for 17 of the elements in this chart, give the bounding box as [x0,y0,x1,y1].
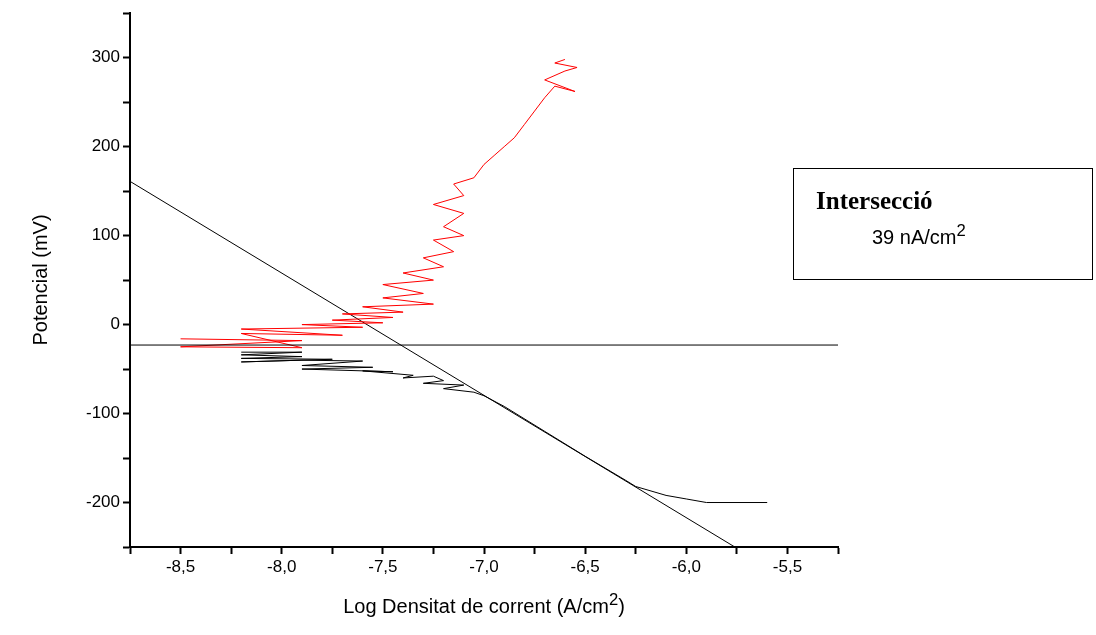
x-tick-label: -5,5 [772,556,803,576]
x-tick-label: -7,0 [469,556,499,576]
y-tick-label: 300 [91,47,120,67]
y-tick-label: 0 [110,314,120,334]
y-axis-title: Potencial (mV) [28,214,52,346]
y-tick-label: -200 [85,492,120,512]
y-tick-label: 100 [91,225,120,245]
x-tick-label: -6,0 [671,556,701,576]
y-tick-label: 200 [91,136,120,156]
x-tick-label: -8,5 [165,556,196,576]
y-tick-label: -100 [85,403,120,423]
annotation: Intersecció [816,187,933,215]
x-tick-label: -7,5 [368,556,398,576]
text-box: Intersecció 39 nA/cm$^{2}$ [793,168,1093,280]
x-tick-label: -6,5 [570,556,600,576]
x-tick-label: -8,0 [267,556,297,576]
x-axis-title: Log Densitat de corrent (A/cm$^{2}$) [342,590,626,618]
